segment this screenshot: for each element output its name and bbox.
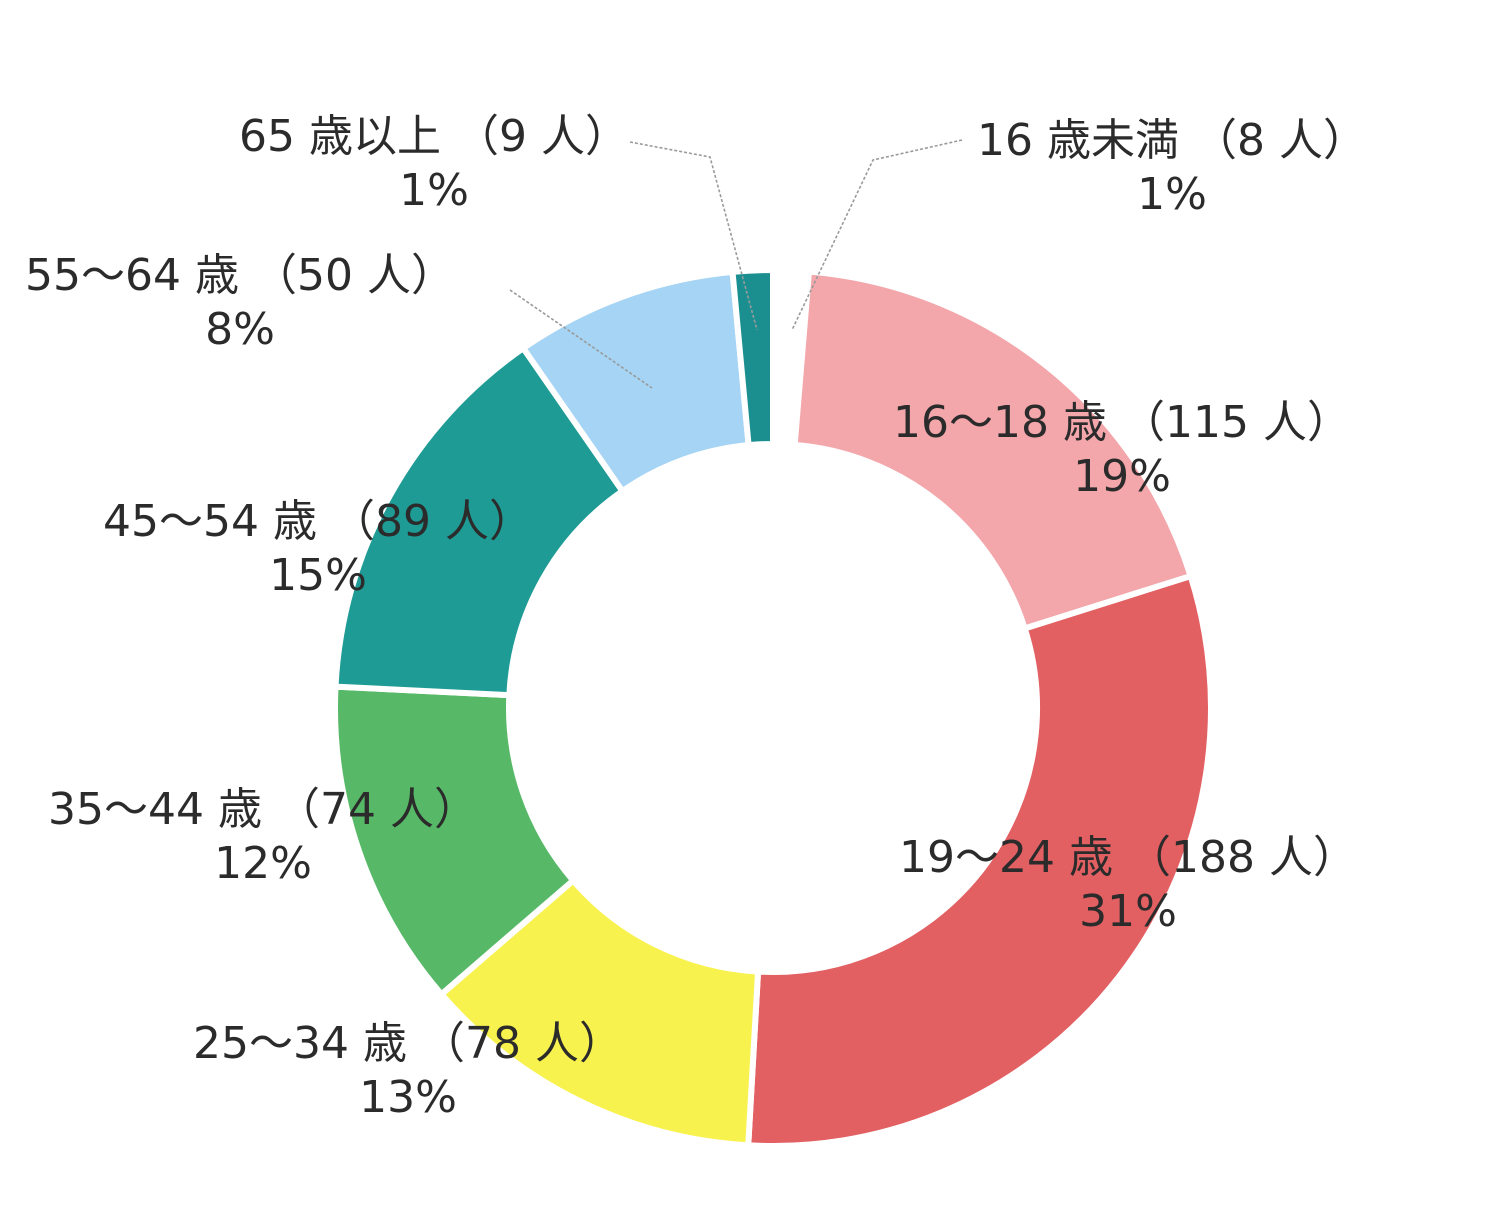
slice-label-7: 65 歳以上 （9 人）1% [239,111,629,216]
slice-category-label: 35～44 歳 （74 人） [48,784,478,835]
slice-percent-label: 19% [1073,451,1171,502]
slice-category-label: 19～24 歳 （188 人） [899,832,1357,883]
leader-line-0 [791,139,963,331]
slice-percent-label: 1% [1137,169,1207,220]
slice-category-label: 45～54 歳 （89 人） [103,496,533,547]
slice-3 [437,876,762,1149]
slice-1 [791,268,1195,633]
leader-lines [509,139,963,389]
slice-percent-label: 15% [269,550,367,601]
slice-label-2: 19～24 歳 （188 人）31% [899,832,1357,937]
slice-label-6: 55～64 歳 （50 人）8% [25,250,455,355]
leader-line-7 [629,141,758,331]
slice-percent-label: 13% [359,1072,457,1123]
slice-2 [745,572,1214,1149]
slice-4 [332,683,578,999]
slice-7 [729,266,776,449]
slice-labels: 16 歳未満 （8 人）1%16～18 歳 （115 人）19%19～24 歳 … [25,111,1367,1123]
slice-label-3: 25～34 歳 （78 人）13% [193,1018,623,1123]
slice-percent-label: 31% [1079,886,1177,937]
leader-line-6 [509,289,653,389]
slice-percent-label: 1% [399,165,469,216]
slice-5 [332,343,627,699]
slice-label-0: 16 歳未満 （8 人）1% [977,115,1367,220]
slice-category-label: 25～34 歳 （78 人） [193,1018,623,1069]
slice-category-label: 16～18 歳 （115 人） [893,397,1351,448]
slice-category-label: 55～64 歳 （50 人） [25,250,455,301]
slice-percent-label: 8% [205,304,275,355]
donut-slices [332,266,1214,1149]
slice-label-1: 16～18 歳 （115 人）19% [893,397,1351,502]
slice-percent-label: 12% [214,838,312,889]
slice-label-5: 45～54 歳 （89 人）15% [103,496,533,601]
slice-category-label: 16 歳未満 （8 人） [977,115,1367,166]
slice-label-4: 35～44 歳 （74 人）12% [48,784,478,889]
slice-category-label: 65 歳以上 （9 人） [239,111,629,162]
